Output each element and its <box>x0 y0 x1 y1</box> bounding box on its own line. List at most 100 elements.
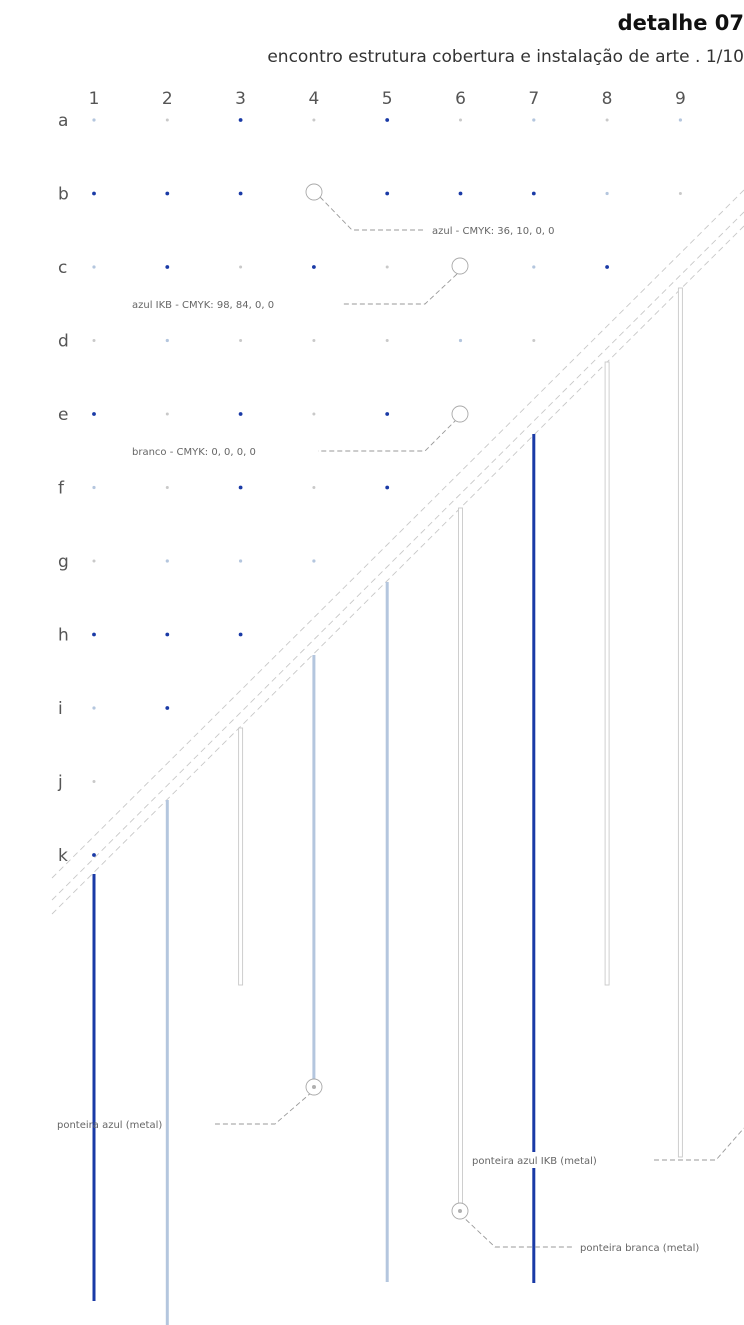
grid-point <box>531 191 536 196</box>
grid-point <box>312 412 316 416</box>
grid-point <box>605 191 609 196</box>
grid-point <box>165 412 169 416</box>
grid-point <box>532 265 536 269</box>
marker-dot <box>458 1209 462 1213</box>
grid-point <box>165 486 169 489</box>
row-label: d <box>58 332 69 352</box>
grid-point <box>312 559 316 563</box>
grid-point <box>385 485 390 490</box>
grid-point <box>312 339 316 342</box>
rod <box>677 287 683 1158</box>
roof-line <box>51 189 744 879</box>
marker-circle <box>451 405 469 423</box>
row-label: c <box>58 258 67 278</box>
annotation-texts: azul - CMYK: 36, 10, 0, 0 azul IKB - CMY… <box>57 221 744 1255</box>
rod <box>238 727 244 986</box>
annotation-branco: branco - CMYK: 0, 0, 0, 0 <box>132 447 256 458</box>
marker-circle <box>451 257 469 275</box>
grid-point <box>238 191 243 196</box>
grid-point <box>385 339 389 342</box>
row-label: e <box>58 405 68 425</box>
annotation-ikb: azul IKB - CMYK: 98, 84, 0, 0 <box>132 300 274 311</box>
grid-point <box>385 412 390 416</box>
grid-point <box>385 118 390 122</box>
grid-point <box>165 338 169 343</box>
grid-point <box>239 559 243 563</box>
leader-ikb <box>342 273 458 305</box>
column-label: 5 <box>382 89 393 109</box>
grid-point <box>239 265 243 269</box>
annotation-leaders <box>215 196 744 1248</box>
roof-line <box>51 225 744 915</box>
grid-point <box>165 265 170 269</box>
grid-point <box>239 339 243 342</box>
grid-point <box>312 486 316 489</box>
row-label: f <box>58 479 65 499</box>
row-label: i <box>58 699 63 719</box>
row-label: b <box>58 185 69 205</box>
leader-ponteira-ikb <box>654 1127 744 1161</box>
grid-point <box>312 265 316 269</box>
grid-point <box>532 339 536 342</box>
drawing-title: detalhe 07 <box>618 11 744 35</box>
grid-point <box>458 338 463 343</box>
grid-point <box>165 632 170 637</box>
grid-point <box>678 192 682 195</box>
leader-branco <box>318 418 458 452</box>
rod <box>458 507 463 1209</box>
roof-line <box>51 211 744 901</box>
column-labels: 1 2 3 4 5 6 7 8 9 10 <box>89 89 744 109</box>
grid-point <box>92 265 96 269</box>
roof-structure <box>51 189 744 915</box>
grid-point <box>458 191 463 196</box>
rods <box>92 287 683 1325</box>
grid-point <box>165 559 169 563</box>
column-label: 7 <box>528 89 539 109</box>
grid-point <box>165 191 170 196</box>
grid-point <box>92 412 96 416</box>
leader-ponteira-azul <box>215 1091 313 1125</box>
row-label: h <box>58 626 69 646</box>
rod <box>604 361 610 986</box>
grid-point <box>92 632 96 637</box>
grid-point <box>238 412 243 416</box>
grid-point <box>459 118 462 122</box>
column-label: 3 <box>235 89 246 109</box>
column-label: 10 <box>743 89 744 109</box>
drawing-subtitle: encontro estrutura cobertura e instalaçã… <box>267 47 744 67</box>
grid-point <box>678 118 683 122</box>
row-label: g <box>58 552 69 572</box>
grid-point <box>385 265 389 269</box>
annotation-ponteira-branca: ponteira branca (metal) <box>580 1243 699 1254</box>
grid-point <box>92 706 96 710</box>
column-label: 6 <box>455 89 466 109</box>
grid-point <box>92 339 96 342</box>
grid-point <box>92 118 96 122</box>
grid-point <box>385 191 390 196</box>
grid-point <box>238 485 243 490</box>
annotation-ponteira-ikb: ponteira azul IKB (metal) <box>472 1156 597 1167</box>
grid-point <box>92 191 96 196</box>
grid-point <box>165 118 169 122</box>
column-label: 1 <box>89 89 100 109</box>
grid-point <box>605 118 609 122</box>
annotation-azul: azul - CMYK: 36, 10, 0, 0 <box>432 226 555 237</box>
column-label: 9 <box>675 89 686 109</box>
grid-point <box>92 853 96 857</box>
grid-point <box>312 118 316 122</box>
column-label: 8 <box>602 89 613 109</box>
annotation-ponteira-azul: ponteira azul (metal) <box>57 1120 162 1131</box>
grid-point <box>92 780 96 783</box>
grid-point <box>165 706 170 710</box>
leader-azul <box>319 196 432 231</box>
grid-point <box>605 265 609 269</box>
row-label: k <box>58 846 68 866</box>
column-label: 4 <box>308 89 319 109</box>
row-labels: a b c d e f g h i j k <box>57 111 69 866</box>
marker-circle <box>305 183 323 201</box>
annotation-markers <box>305 183 469 1220</box>
row-label: a <box>58 111 68 131</box>
grid-point <box>238 632 243 637</box>
grid-point <box>532 118 536 122</box>
